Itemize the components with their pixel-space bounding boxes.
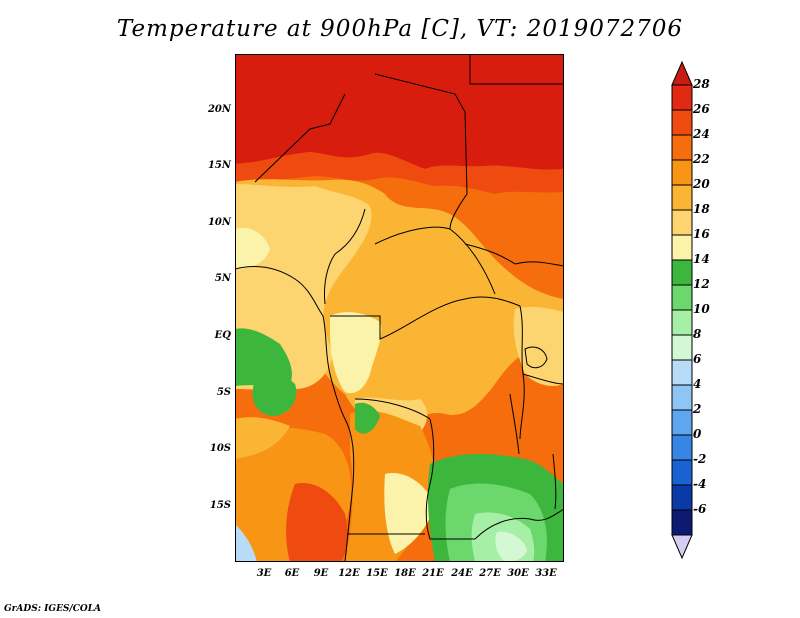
border-sahara-1 — [254, 93, 346, 183]
colorbar-box — [671, 359, 693, 386]
map-frame — [235, 54, 564, 562]
lat-label-20n: 20N — [207, 104, 231, 115]
lon-label-33e: 33E — [535, 568, 557, 579]
colorbar-label: 22 — [693, 152, 710, 166]
lon-label-6e: 6E — [284, 568, 300, 579]
lon-label-3e: 3E — [256, 568, 272, 579]
lat-label-15n: 15N — [207, 160, 231, 171]
colorbar-box — [671, 309, 693, 336]
coastline-west — [235, 265, 355, 562]
colorbar-box — [671, 209, 693, 236]
region-light-orange-west-coast — [235, 417, 290, 459]
colorbar-box — [671, 509, 693, 536]
colorbar-boxes — [671, 84, 693, 536]
border-zambia — [474, 508, 564, 540]
border-chad-sudan — [469, 54, 564, 85]
border-chad-east — [449, 193, 468, 230]
lat-label-10s: 10S — [209, 443, 231, 454]
region-green-congo-small — [355, 402, 380, 434]
colorbar-label: -4 — [693, 477, 707, 491]
lat-label-15s: 15S — [209, 500, 231, 511]
lat-label-10n: 10N — [207, 217, 231, 228]
map-title: Temperature at 900hPa [C], VT: 201907270… — [116, 16, 684, 42]
colorbar-box — [671, 484, 693, 511]
border-sahara-2 — [374, 73, 468, 195]
colorbar-label: -2 — [693, 452, 707, 466]
colorbar-label: 16 — [693, 227, 710, 241]
colorbar-box — [671, 234, 693, 261]
region-yellow-east — [513, 306, 564, 386]
colorbar-label: -6 — [693, 502, 707, 516]
colorbar-arrow-top — [671, 60, 693, 86]
colorbar-box — [671, 134, 693, 161]
colorbar-box — [671, 459, 693, 486]
region-green-coast-south — [252, 371, 297, 416]
colorbar-label: 20 — [693, 177, 710, 191]
lon-label-24e: 24E — [451, 568, 473, 579]
lon-label-21e: 21E — [422, 568, 444, 579]
region-very-warm-north — [235, 152, 564, 194]
colorbar-box — [671, 384, 693, 411]
region-green-coast-north — [235, 328, 292, 386]
border-ethiopia — [514, 261, 564, 267]
lat-label-eq: EQ — [214, 330, 231, 341]
colorbar-label: 6 — [693, 352, 702, 366]
colorbar-label: 26 — [693, 102, 710, 116]
border-sudan-south — [464, 243, 516, 265]
colorbar-label: 2 — [693, 402, 702, 416]
colorbar-box — [671, 259, 693, 286]
border-car — [374, 226, 496, 295]
colorbar-box — [671, 184, 693, 211]
border-tanzania — [522, 373, 564, 385]
temperature-map — [235, 54, 564, 562]
colorbar-box — [671, 109, 693, 136]
colorbar-label: 28 — [693, 77, 710, 91]
region-pale-yellow-nw-coast — [235, 227, 270, 269]
colorbar — [671, 60, 693, 560]
region-hot-north — [235, 54, 564, 170]
border-nigeria-cameroon — [324, 208, 366, 305]
lon-label-27e: 27E — [479, 568, 501, 579]
colorbar-label: 8 — [693, 327, 702, 341]
colorbar-label: 14 — [693, 252, 710, 266]
lat-label-5n: 5N — [214, 273, 231, 284]
border-angola-east — [425, 418, 475, 540]
colorbar-label: 18 — [693, 202, 710, 216]
colorbar-box — [671, 434, 693, 461]
colorbar-label: 10 — [693, 302, 710, 316]
lon-label-18e: 18E — [394, 568, 416, 579]
region-pale-blue-sw-corner — [235, 524, 257, 562]
colorbar-label: 4 — [693, 377, 702, 391]
colorbar-label: 12 — [693, 277, 710, 291]
lon-label-12e: 12E — [338, 568, 360, 579]
colorbar-box — [671, 409, 693, 436]
colorbar-label: 24 — [693, 127, 710, 141]
lat-label-5s: 5S — [216, 387, 231, 398]
colorbar-box — [671, 159, 693, 186]
region-pale-yellow-gabon — [330, 312, 382, 394]
colorbar-label: 0 — [693, 427, 702, 441]
border-angola-north — [354, 398, 431, 420]
border-congo-north — [330, 296, 521, 340]
lake-malawi-outline — [552, 453, 557, 510]
lake-victoria-outline — [524, 346, 548, 369]
lake-tanganyika-outline — [509, 393, 520, 455]
region-very-pale-green-south — [495, 531, 527, 562]
colorbar-arrow-bottom — [671, 534, 693, 560]
grads-credit: GrADS: IGES/COLA — [4, 604, 102, 614]
country-borders — [235, 54, 564, 562]
region-very-warm-southwest — [286, 483, 348, 562]
colorbar-box — [671, 334, 693, 361]
lon-label-9e: 9E — [313, 568, 329, 579]
colorbar-box — [671, 84, 693, 111]
lon-label-30e: 30E — [507, 568, 529, 579]
lon-label-15e: 15E — [366, 568, 388, 579]
colorbar-box — [671, 284, 693, 311]
